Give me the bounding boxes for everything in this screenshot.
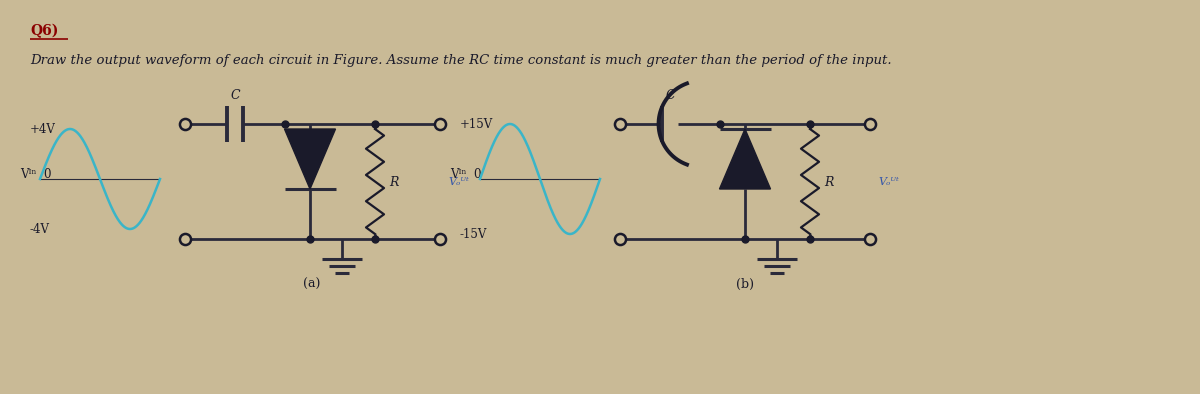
Text: Vᴵⁿ  0: Vᴵⁿ 0 xyxy=(450,167,481,180)
Text: +15V: +15V xyxy=(460,117,493,130)
Text: Vᴵⁿ  0: Vᴵⁿ 0 xyxy=(20,167,52,180)
Text: (a): (a) xyxy=(304,277,320,290)
Text: R: R xyxy=(389,175,398,188)
Text: R: R xyxy=(824,175,833,188)
Text: Vₒᵁᵗ: Vₒᵁᵗ xyxy=(448,177,469,187)
Text: C: C xyxy=(665,89,674,102)
Polygon shape xyxy=(720,129,770,189)
Text: (b): (b) xyxy=(736,277,754,290)
Text: +4V: +4V xyxy=(30,123,56,136)
Text: -15V: -15V xyxy=(460,227,487,240)
Text: Q6): Q6) xyxy=(30,24,59,38)
Text: -4V: -4V xyxy=(30,223,50,236)
Text: Vₒᵁᵗ: Vₒᵁᵗ xyxy=(878,177,899,187)
Text: Draw the output waveform of each circuit in Figure. Assume the RC time constant : Draw the output waveform of each circuit… xyxy=(30,54,892,67)
Text: C: C xyxy=(230,89,240,102)
Polygon shape xyxy=(284,129,336,189)
